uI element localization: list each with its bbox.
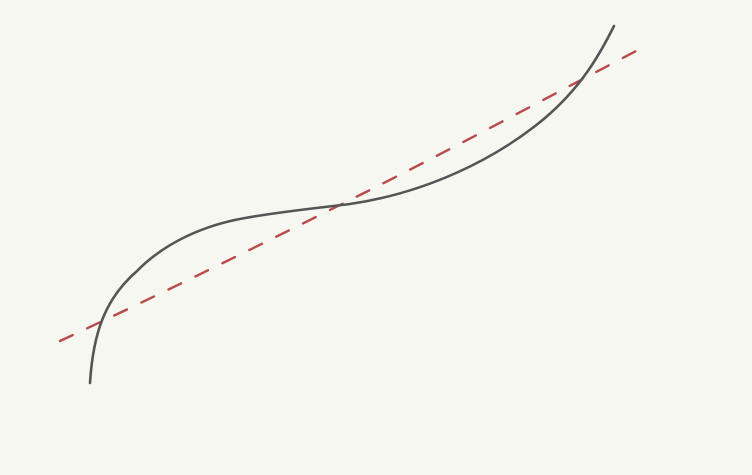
dashed-linear-line — [58, 47, 642, 343]
solid-cubic-curve — [88, 24, 616, 385]
